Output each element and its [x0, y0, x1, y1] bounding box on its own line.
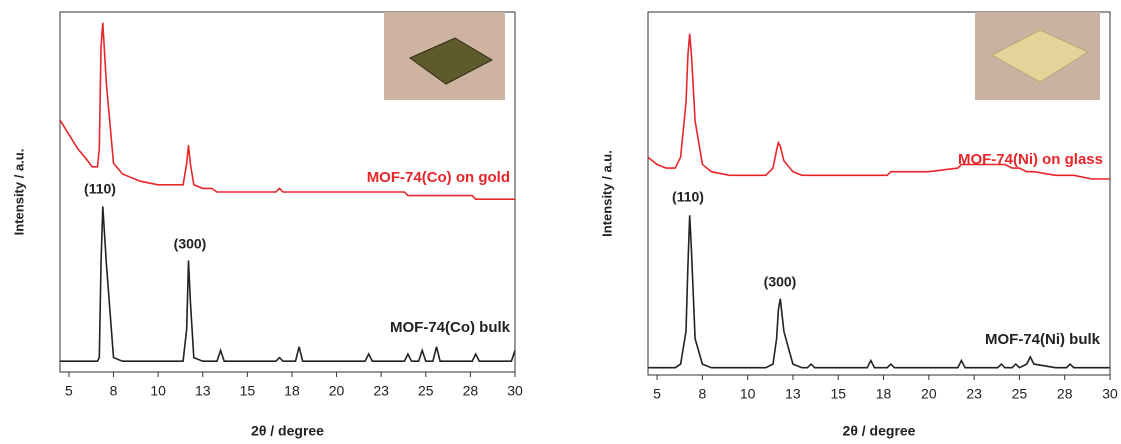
x-tick-label: 25	[1012, 386, 1028, 402]
x-tick-label: 8	[698, 386, 706, 402]
series-label: MOF-74(Ni) on glass	[958, 151, 1103, 168]
x-tick-label: 20	[329, 383, 345, 399]
x-tick-label: 15	[830, 386, 846, 402]
x-tick-label: 20	[921, 386, 937, 402]
peak-label: (300)	[764, 274, 797, 290]
x-tick-label: 18	[284, 383, 300, 399]
peak-label: (300)	[174, 236, 207, 252]
inset-photo	[975, 12, 1100, 100]
y-axis-label: Intensity / a.u.	[599, 150, 614, 237]
peak-label: (110)	[672, 189, 704, 205]
x-tick-label: 18	[876, 386, 892, 402]
series-line	[60, 206, 515, 361]
x-tick-label: 30	[1102, 386, 1118, 402]
x-tick-label: 23	[966, 386, 982, 402]
y-axis-label: Intensity / a.u.	[11, 149, 26, 236]
x-tick-label: 5	[653, 386, 661, 402]
page: 5 8 10 13 15 18 20 23 25 28 30 2θ / degree Intensity…	[0, 0, 1121, 444]
x-tick-label: 23	[373, 383, 389, 399]
peak-label: (110)	[84, 181, 116, 197]
series-label: MOF-74(Co) bulk	[390, 319, 511, 336]
x-tick-label: 10	[740, 386, 756, 402]
x-tick-label: 28	[1057, 386, 1073, 402]
x-tick-label: 13	[195, 383, 211, 399]
x-tick-label: 28	[463, 383, 479, 399]
series-label: MOF-74(Ni) bulk	[985, 331, 1101, 348]
x-axis-label: 2θ / degree	[251, 423, 324, 439]
x-tick-label: 15	[240, 383, 256, 399]
x-tick-label: 10	[150, 383, 166, 399]
x-axis-label: 2θ / degree	[843, 423, 916, 439]
x-tick-label: 30	[507, 383, 523, 399]
x-tick-label: 13	[785, 386, 801, 402]
x-tick-label: 5	[65, 383, 73, 399]
x-tick-label: 8	[110, 383, 118, 399]
inset-photo	[384, 12, 505, 100]
series-label: MOF-74(Co) on gold	[367, 169, 510, 186]
figure: 5 8 10 13 15 18 20 23 25 28 30 2θ / degree Intensity…	[0, 0, 1121, 444]
x-tick-label: 25	[418, 383, 434, 399]
